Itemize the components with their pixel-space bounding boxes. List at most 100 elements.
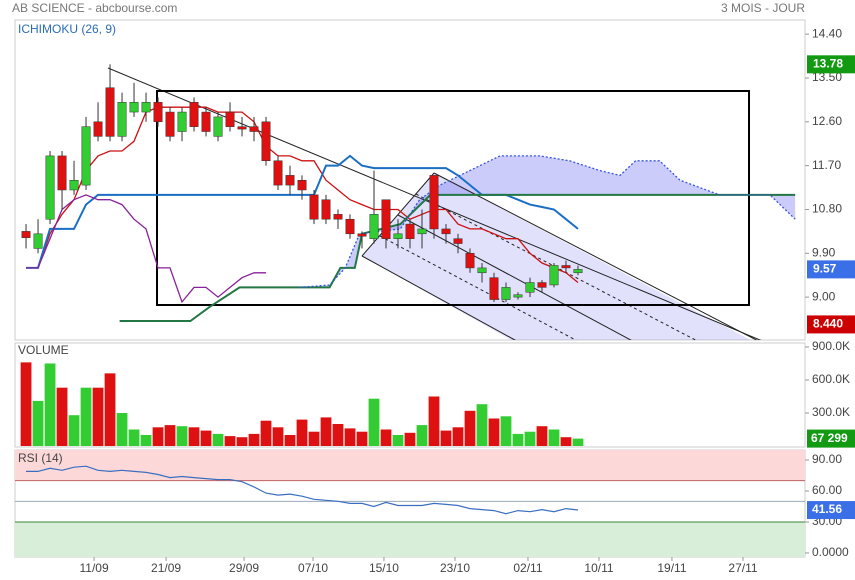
volume-bar	[140, 435, 152, 447]
volume-bar	[260, 420, 272, 447]
volume-bar	[332, 423, 344, 447]
volume-bar	[344, 428, 356, 447]
volume-bar	[272, 427, 284, 447]
y-tick-label: 11.70	[812, 158, 841, 172]
cloud	[299, 155, 796, 288]
volume-bar	[284, 435, 296, 447]
cloud-fill	[299, 155, 796, 288]
volume-bar	[68, 415, 80, 447]
volume-bar	[524, 431, 536, 447]
candle-body	[357, 233, 367, 237]
candle-body	[489, 277, 499, 300]
volume-bar	[416, 425, 428, 447]
y-tick-label: 9.00	[812, 289, 836, 303]
header-title: AB SCIENCE - abcbourse.com	[12, 1, 177, 15]
oversold-zone	[15, 521, 805, 557]
volume-bar	[356, 431, 368, 447]
price-badge	[807, 315, 855, 334]
volume-bar	[440, 430, 452, 447]
volume-bar	[560, 437, 572, 447]
price-badge-label: 13.78	[813, 56, 843, 70]
candle-body	[153, 102, 163, 123]
price-badge-label: 9.57	[813, 262, 837, 276]
y-tick-label: 9.90	[812, 245, 836, 259]
volume-bar	[428, 396, 440, 447]
candle-body	[441, 228, 451, 235]
volume-bar	[176, 426, 188, 447]
candle-body	[573, 269, 583, 274]
volume-bar	[248, 433, 260, 447]
channel-edge	[433, 172, 758, 340]
price-badge	[807, 260, 855, 279]
volume-bar	[464, 410, 476, 447]
candle-body	[201, 111, 211, 132]
volume-bar	[116, 412, 128, 447]
volume-bar	[452, 427, 464, 447]
candle-body	[405, 223, 415, 239]
candle-body	[309, 194, 319, 220]
volume-bar	[296, 419, 308, 447]
volume-bar	[368, 398, 380, 447]
candle-body	[105, 87, 115, 137]
price-plot	[21, 64, 796, 322]
volume-bar	[488, 418, 500, 447]
candle-body	[45, 155, 55, 220]
volume-bar	[32, 400, 44, 447]
tenkan-line	[26, 106, 579, 284]
candle-body	[213, 116, 223, 137]
candle-body	[417, 228, 427, 235]
price-badge-label: 8.440	[813, 317, 843, 331]
volume-bar	[152, 427, 164, 447]
channel-dotted	[415, 193, 697, 340]
box-drawing	[156, 90, 750, 306]
candle-body	[69, 179, 79, 191]
volume-bar	[92, 387, 104, 447]
candle-body	[501, 287, 511, 300]
candle-body	[333, 214, 343, 220]
volume-bar	[164, 425, 176, 447]
volume-bar	[380, 429, 392, 447]
volume-bar	[80, 387, 92, 447]
candle-body	[189, 102, 199, 127]
candle-body	[525, 282, 535, 293]
volume-bar	[536, 426, 548, 447]
chikou-line	[26, 194, 266, 304]
volume-bar	[128, 429, 140, 447]
volume-bar	[104, 373, 116, 447]
senkou-a-line	[299, 155, 796, 289]
y-tick-label: 60.00	[812, 483, 842, 497]
volume-bar	[236, 437, 248, 447]
y-tick-label: 0.0000	[812, 545, 849, 559]
candle-body	[549, 265, 559, 286]
x-tick-label: 23/10	[440, 561, 470, 575]
x-tick-label: 21/09	[151, 561, 181, 575]
candle-body	[345, 218, 355, 235]
rsi-badge-label: 41.56	[812, 502, 842, 516]
volume-bar	[56, 387, 68, 447]
candle-body	[81, 126, 91, 186]
candle-body	[237, 126, 247, 130]
candle-body	[393, 233, 403, 239]
channel-dotted	[379, 235, 577, 340]
candle-body	[477, 267, 487, 274]
x-tick-label: 15/10	[369, 561, 399, 575]
rsi-badge	[807, 501, 855, 520]
candle-body	[129, 102, 139, 113]
candle-body	[33, 233, 43, 249]
rsi-line	[26, 465, 579, 515]
volume-bar	[392, 435, 404, 447]
volume-bar	[572, 438, 584, 447]
volume-bar	[320, 417, 332, 447]
drawings	[107, 67, 762, 340]
y-tick-label: 300.0K	[812, 405, 850, 419]
volume-bar	[20, 362, 32, 447]
candle-body	[429, 175, 439, 230]
x-tick-label: 10/11	[584, 561, 613, 575]
volume-badge-label: 67 299	[811, 431, 848, 445]
candle-body	[141, 102, 151, 113]
candle-body	[261, 121, 271, 162]
volume-bar	[476, 404, 488, 447]
candle-body	[273, 160, 283, 186]
candle-body	[165, 111, 175, 137]
